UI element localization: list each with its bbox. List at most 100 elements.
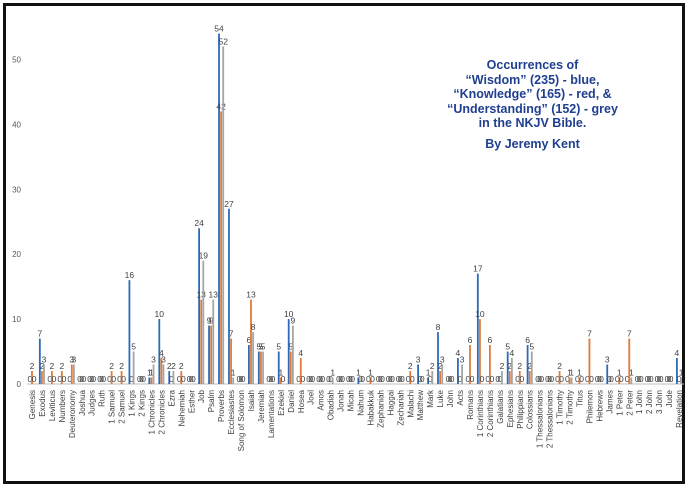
category-label: 1 Samuel (108, 390, 117, 424)
data-label-understanding: 0 (340, 374, 345, 384)
data-label-understanding: 0 (320, 374, 325, 384)
category-label: Exodus (38, 390, 47, 417)
data-label-wisdom: 0 (67, 374, 72, 384)
data-label-understanding: 0 (350, 374, 355, 384)
category-label: Deuteronomy (68, 390, 77, 438)
data-label-knowledge: 1 (617, 368, 622, 378)
data-label-wisdom: 0 (237, 374, 242, 384)
data-label-understanding: 0 (181, 374, 186, 384)
data-label-understanding: 3 (440, 355, 445, 365)
bar-knowledge (220, 111, 223, 384)
data-label-knowledge: 6 (488, 335, 493, 345)
category-label: Philippians (516, 390, 525, 429)
data-label-knowledge: 0 (647, 374, 652, 384)
category-label: 2 Thessalonians (546, 390, 555, 448)
category-label: Esther (187, 390, 196, 413)
bar-wisdom (526, 345, 529, 384)
data-label-knowledge: 2 (408, 361, 413, 371)
data-label-knowledge: 6 (468, 335, 473, 345)
category-label: 1 Timothy (556, 390, 565, 425)
data-label-understanding: 0 (549, 374, 554, 384)
data-label-knowledge: 0 (318, 374, 323, 384)
data-label-understanding: 0 (659, 374, 664, 384)
bar-knowledge (70, 364, 73, 384)
data-label-understanding: 0 (609, 374, 614, 384)
data-label-understanding: 3 (151, 355, 156, 365)
data-label-wisdom: 0 (386, 374, 391, 384)
data-label-understanding: 1 (569, 368, 574, 378)
data-label-knowledge: 0 (348, 374, 353, 384)
bar-wisdom (606, 364, 609, 384)
bar-knowledge (588, 338, 591, 384)
category-label: 2 Samuel (118, 390, 127, 424)
category-label: Hebrews (595, 390, 604, 422)
data-label-wisdom: 0 (57, 374, 62, 384)
category-label: Ezra (167, 389, 176, 406)
data-label-wisdom: 0 (177, 374, 182, 384)
data-label-knowledge: 0 (308, 374, 313, 384)
data-label-wisdom: 1 (426, 368, 431, 378)
bar-understanding (212, 299, 215, 384)
data-label-understanding: 0 (579, 374, 584, 384)
data-label-knowledge: 3 (69, 355, 74, 365)
bar-knowledge (60, 371, 63, 384)
data-label-knowledge: 0 (328, 374, 333, 384)
data-label-knowledge: 7 (229, 329, 234, 339)
data-label-wisdom: 0 (555, 374, 560, 384)
bar-understanding (202, 260, 205, 384)
bar-understanding (511, 358, 513, 384)
bar-knowledge (578, 377, 581, 384)
bar-knowledge (180, 371, 183, 384)
data-label-knowledge: 0 (398, 374, 403, 384)
bar-understanding (162, 364, 165, 384)
bar-understanding (331, 377, 334, 384)
data-label-understanding: 3 (72, 355, 77, 365)
category-label: Hosea (297, 389, 306, 413)
data-label-understanding: 0 (470, 374, 475, 384)
chart-frame (3, 3, 685, 484)
data-label-understanding: 3 (42, 355, 47, 365)
data-label-knowledge: 2 (119, 361, 124, 371)
category-label: Ezekiel (277, 390, 286, 416)
data-label-wisdom: 27 (224, 199, 234, 209)
data-label-wisdom: 3 (605, 355, 610, 365)
bar-knowledge (558, 371, 561, 384)
data-label-wisdom: 8 (436, 322, 441, 332)
data-label-knowledge: 0 (388, 374, 393, 384)
category-label: Isaiah (247, 390, 256, 411)
data-label-understanding: 2 (430, 361, 435, 371)
bar-understanding (530, 351, 533, 384)
category-label: Lamentations (267, 390, 276, 438)
category-label: Leviticus (48, 390, 57, 421)
data-label-wisdom: 0 (466, 374, 471, 384)
bar-wisdom (277, 351, 280, 384)
bar-understanding (152, 364, 155, 384)
y-tick-label: 0 (17, 380, 22, 389)
data-label-wisdom: 0 (117, 374, 122, 384)
category-label: Jonah (337, 390, 346, 412)
data-label-knowledge: 0 (418, 374, 423, 384)
bar-wisdom (287, 319, 290, 384)
bar-understanding (630, 377, 633, 384)
data-label-knowledge: 0 (458, 374, 463, 384)
category-label: 2 John (645, 390, 654, 414)
bar-understanding (461, 364, 464, 384)
data-label-wisdom: 0 (446, 374, 451, 384)
bar-understanding (441, 364, 444, 384)
data-label-wisdom: 0 (595, 374, 600, 384)
category-label: Acts (456, 390, 465, 406)
data-label-knowledge: 9 (209, 316, 214, 326)
category-label: James (605, 390, 614, 414)
data-label-knowledge: 0 (547, 374, 552, 384)
bar-knowledge (409, 371, 412, 384)
data-label-wisdom: 0 (107, 374, 112, 384)
data-label-wisdom: 5 (276, 342, 281, 352)
bar-wisdom (218, 33, 220, 385)
data-label-understanding: 0 (589, 374, 594, 384)
data-label-understanding: 0 (81, 374, 86, 384)
bar-understanding (252, 332, 254, 384)
data-label-knowledge: 0 (428, 374, 433, 384)
data-label-wisdom: 0 (495, 374, 500, 384)
category-label: 2 Peter (625, 390, 634, 416)
